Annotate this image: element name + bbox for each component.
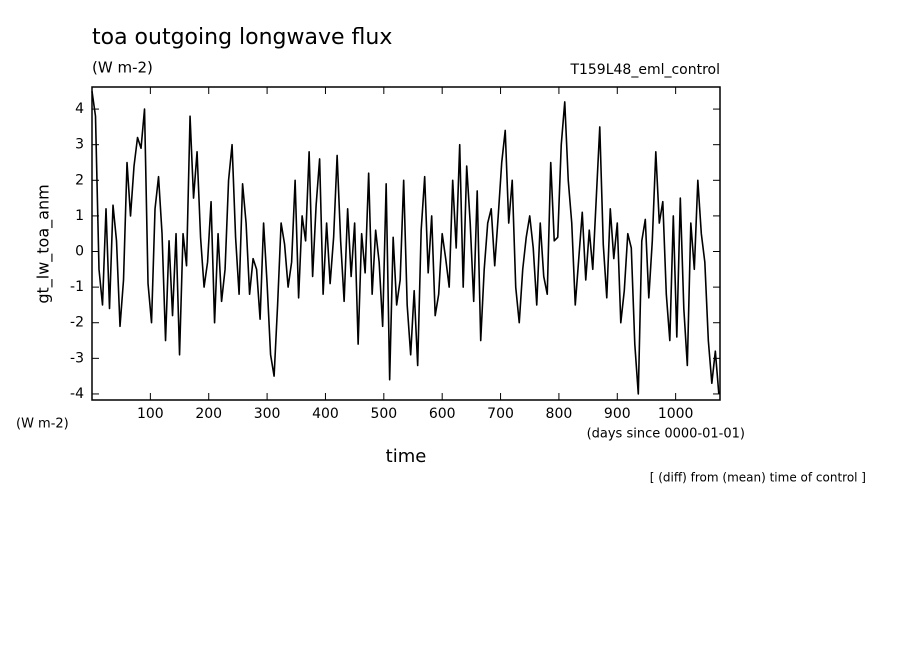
data-line [91,91,720,395]
y-tick-label: 3 [75,137,84,153]
y-axis-label: gt_lw_toa_anm [34,184,54,303]
y-tick-label: 2 [75,172,84,188]
subtitle: (W m-2) [92,59,153,77]
x-axis-label: time [386,446,427,467]
y-tick-label: -3 [70,350,84,366]
y-tick-label: -4 [70,386,84,402]
y-units: (W m-2) [16,417,69,432]
x-tick-label: 200 [195,406,222,422]
y-tick-label: 0 [75,244,84,260]
x-tick-label: 400 [312,406,339,422]
x-tick-label: 500 [370,406,397,422]
y-tick-label: 1 [75,208,84,224]
x-tick-label: 900 [604,406,631,422]
chart-title: toa outgoing longwave flux [92,25,392,50]
note: [ (diff) from (mean) time of control ] [650,471,866,485]
x-tick-label: 600 [429,406,456,422]
y-tick-label: -2 [70,315,84,331]
x-tick-label: 1000 [658,406,694,422]
plot-frame [91,86,721,401]
y-tick-label: 4 [75,101,84,117]
x-tick-label: 100 [137,406,164,422]
x-tick-label: 300 [254,406,281,422]
y-tick-label: -1 [70,279,84,295]
x-tick-label: 800 [546,406,573,422]
x-tick-label: 700 [487,406,514,422]
x-units: (days since 0000-01-01) [587,427,745,442]
run-label: T159L48_eml_control [569,62,720,78]
